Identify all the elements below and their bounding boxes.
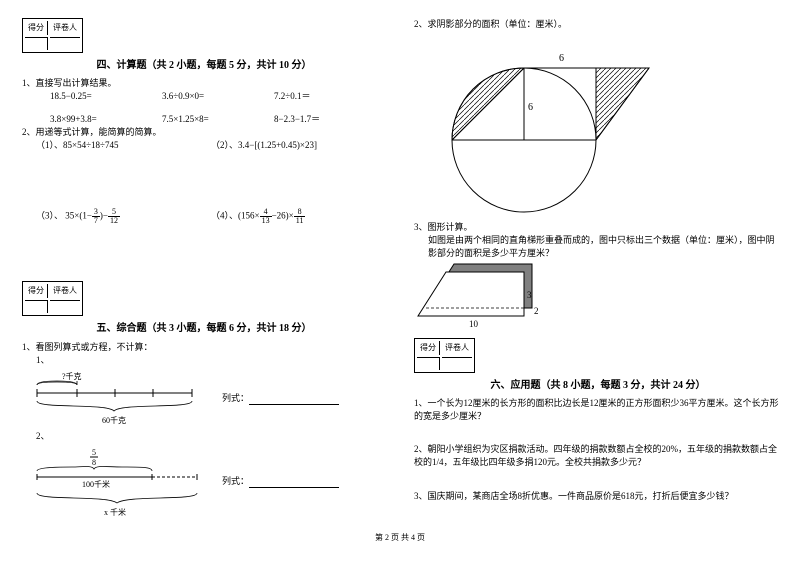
- expr: 3.8×99+3.8=: [50, 113, 162, 126]
- r-q2-stem: 2、求阴影部分的面积（单位：厘米）。: [414, 18, 782, 31]
- fig2-label-2: 2: [534, 306, 539, 316]
- page-footer: 第 2 页 共 4 页: [0, 532, 800, 543]
- d2-mid-label: 100千米: [82, 479, 110, 489]
- grader-label: 评卷人: [50, 284, 80, 298]
- fig1-side-label: 6: [528, 102, 533, 113]
- q1-line2: 3.8×99+3.8= 7.5×1.25×8= 8−2.3−1.7＝: [50, 113, 386, 126]
- expr: 7.5×1.25×8=: [162, 113, 274, 126]
- q6-3: 3、国庆期间，某商店全场8折优惠。一件商品原价是618元，打折后便宜多少钱？: [414, 490, 782, 503]
- section-4-title: 四、计算题（共 2 小题，每题 5 分，共计 10 分）: [22, 59, 386, 74]
- q5-1-sub2: 2、: [36, 430, 386, 443]
- d1-answer: 列式：: [222, 392, 339, 405]
- score-label: 得分: [417, 341, 440, 355]
- expr: 18.5−0.25=: [50, 90, 162, 103]
- q2-row2: （3）、 35×(1−37)−512 （4）、(156×413−26)×811: [36, 208, 386, 225]
- expr: （2）、3.4−[(1.25+0.45)×23]: [211, 139, 386, 152]
- score-label: 得分: [25, 21, 48, 35]
- bracket-diagram-1: ?千克 60千克: [32, 371, 202, 426]
- fig2-label-3: 3: [527, 290, 532, 300]
- expr: 8−2.3−1.7＝: [274, 113, 386, 126]
- q2-stem: 2、用递等式计算，能简算的简算。: [22, 126, 386, 139]
- right-column: 2、求阴影部分的面积（单位：厘米）。: [400, 0, 800, 545]
- d1-bottom-label: 60千克: [102, 415, 126, 425]
- q6-2: 2、朝阳小学组织为灾区捐款活动。四年级的捐款数额占全校的20%，五年级的捐款数额…: [414, 443, 782, 469]
- grader-label: 评卷人: [50, 21, 80, 35]
- diagram-2: 5 8 100千米 x 千米 列式：: [32, 447, 386, 517]
- d1-top-label: ?千克: [62, 371, 82, 381]
- expr: 7.2÷0.1＝: [274, 90, 386, 103]
- r-q3-stem: 3、图形计算。: [414, 221, 782, 234]
- fig2-label-10: 10: [469, 319, 479, 329]
- diagram-1: ?千克 60千克 列式：: [32, 371, 386, 426]
- r-q3-body: 如图是由两个相同的直角梯形重叠而成的，图中只标出三个数据（单位：厘米），图中阴影…: [428, 234, 782, 260]
- fig1-top-label: 6: [559, 53, 564, 64]
- q6-1: 1、一个长为12厘米的长方形的面积比边长是12厘米的正方形面积少36平方厘米。这…: [414, 397, 782, 423]
- svg-text:8: 8: [92, 458, 96, 467]
- q5-1-stem: 1、看图列算式或方程，不计算：: [22, 341, 386, 354]
- expr-3: （3）、 35×(1−37)−512: [36, 208, 211, 225]
- figure-trapezoid: 3 2 10: [414, 262, 782, 332]
- score-box-sec6: 得分 评卷人: [414, 338, 475, 373]
- section-5-title: 五、综合题（共 3 小题，每题 6 分，共计 18 分）: [22, 322, 386, 337]
- score-label: 得分: [25, 284, 48, 298]
- blank-line: [249, 394, 339, 405]
- shaded-figure-1: 6 6: [414, 35, 674, 215]
- expr-4: （4）、(156×413−26)×811: [211, 208, 386, 225]
- left-column: 得分 评卷人 四、计算题（共 2 小题，每题 5 分，共计 10 分） 1、直接…: [0, 0, 400, 545]
- bracket-diagram-2: 5 8 100千米 x 千米: [32, 447, 202, 517]
- q2-row1: （1）、85×54÷18÷745 （2）、3.4−[(1.25+0.45)×23…: [36, 139, 386, 152]
- d2-bottom-label: x 千米: [104, 507, 126, 517]
- figure-circle-triangle: 6 6: [414, 35, 782, 215]
- d2-answer: 列式：: [222, 475, 339, 488]
- score-box-sec4: 得分 评卷人: [22, 18, 83, 53]
- expr: 3.6÷0.9×0=: [162, 90, 274, 103]
- score-box-sec5: 得分 评卷人: [22, 281, 83, 316]
- q1-line1: 18.5−0.25= 3.6÷0.9×0= 7.2÷0.1＝: [50, 90, 386, 103]
- blank-line: [249, 477, 339, 488]
- expr: （1）、85×54÷18÷745: [36, 139, 211, 152]
- section-6-title: 六、应用题（共 8 小题，每题 3 分，共计 24 分）: [414, 379, 782, 394]
- svg-text:5: 5: [92, 448, 96, 457]
- shaded-figure-2: 3 2 10: [414, 262, 564, 332]
- q1-stem: 1、直接写出计算结果。: [22, 77, 386, 90]
- grader-label: 评卷人: [442, 341, 472, 355]
- q5-1-sub1: 1、: [36, 354, 386, 367]
